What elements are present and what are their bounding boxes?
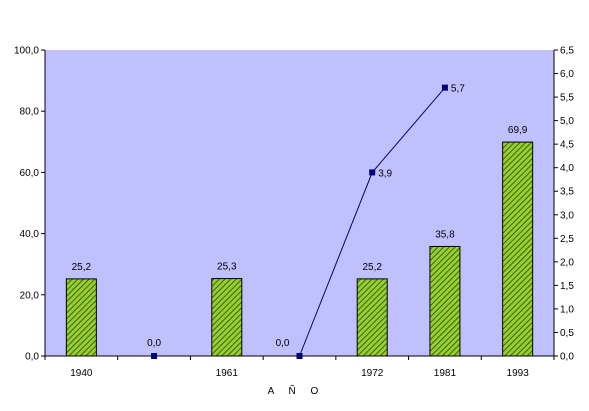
x-tick-label: 1940 bbox=[70, 368, 93, 379]
x-axis-title: A Ñ O bbox=[268, 384, 325, 397]
x-tick-label: 1993 bbox=[507, 368, 530, 379]
y-tick-label-right: 5,5 bbox=[560, 93, 574, 104]
x-tick-label: 1981 bbox=[434, 368, 457, 379]
y-tick-label-right: 5,0 bbox=[560, 116, 574, 127]
y-tick-label-right: 3,0 bbox=[560, 210, 574, 221]
y-tick-label-right: 2,5 bbox=[560, 234, 574, 245]
plot-area bbox=[45, 50, 554, 356]
y-tick-label-right: 6,5 bbox=[560, 46, 574, 57]
y-tick-label-right: 0,0 bbox=[560, 352, 574, 363]
y-tick-label-right: 1,0 bbox=[560, 304, 574, 315]
bar-data-label: 35,8 bbox=[435, 229, 455, 240]
line-marker bbox=[151, 353, 158, 359]
line-data-label: 3,9 bbox=[378, 168, 392, 179]
y-tick-label-left: 40,0 bbox=[20, 229, 40, 240]
y-tick-label-left: 0,0 bbox=[25, 352, 39, 363]
bar-data-label: 0,0 bbox=[147, 338, 161, 349]
bar-data-label: 25,2 bbox=[362, 262, 382, 273]
y-tick-label-left: 80,0 bbox=[20, 107, 40, 118]
y-tick-label-right: 2,0 bbox=[560, 257, 574, 268]
x-tick-label: 1961 bbox=[216, 368, 239, 379]
bar-data-label: 0,0 bbox=[276, 338, 290, 349]
y-tick-label-left: 20,0 bbox=[20, 290, 40, 301]
bar bbox=[65, 278, 97, 357]
y-tick-label-right: 3,5 bbox=[560, 187, 574, 198]
bar bbox=[356, 278, 388, 357]
y-tick-label-right: 1,5 bbox=[560, 281, 574, 292]
bar-data-label: 25,2 bbox=[72, 262, 92, 273]
y-tick-label-left: 100,0 bbox=[14, 46, 39, 57]
line-marker bbox=[441, 84, 448, 91]
line-data-label: 5,7 bbox=[451, 84, 465, 95]
x-tick-label: 1972 bbox=[361, 368, 384, 379]
y-tick-label-right: 4,0 bbox=[560, 163, 574, 174]
line-marker bbox=[369, 169, 376, 176]
bar bbox=[502, 141, 534, 357]
y-tick-label-right: 6,0 bbox=[560, 69, 574, 80]
line-marker bbox=[296, 353, 303, 359]
y-tick-label-right: 4,5 bbox=[560, 140, 574, 151]
bar bbox=[211, 278, 243, 357]
bar bbox=[429, 245, 461, 357]
y-tick-label-right: 0,5 bbox=[560, 328, 574, 339]
bar-data-label: 69,9 bbox=[508, 125, 528, 136]
y-tick-label-left: 60,0 bbox=[20, 168, 40, 179]
bar-data-label: 25,3 bbox=[217, 262, 237, 273]
